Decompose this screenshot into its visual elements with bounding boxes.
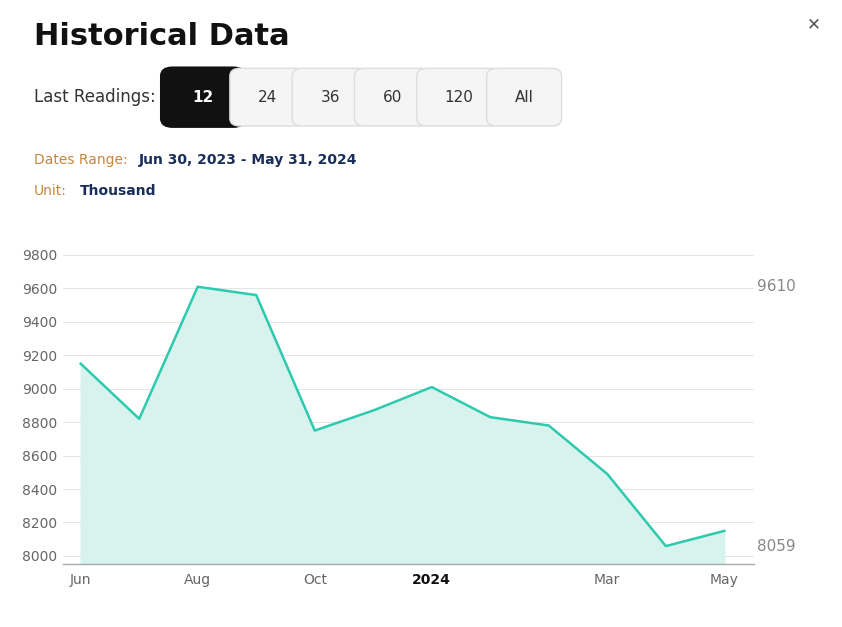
Text: 8059: 8059 [756, 539, 795, 554]
Text: 12: 12 [192, 90, 214, 105]
Text: Unit:: Unit: [34, 184, 67, 198]
Text: 9610: 9610 [756, 279, 795, 294]
Text: Thousand: Thousand [80, 184, 157, 198]
Text: Last Readings:: Last Readings: [34, 88, 156, 106]
Text: 60: 60 [382, 90, 402, 105]
Text: Historical Data: Historical Data [34, 22, 290, 51]
Text: 36: 36 [320, 90, 340, 105]
Text: All: All [514, 90, 534, 105]
Text: 24: 24 [258, 90, 277, 105]
Text: 120: 120 [444, 90, 473, 105]
Text: Dates Range:: Dates Range: [34, 153, 127, 167]
Text: Jun 30, 2023 - May 31, 2024: Jun 30, 2023 - May 31, 2024 [139, 153, 358, 167]
Text: ✕: ✕ [807, 16, 821, 34]
